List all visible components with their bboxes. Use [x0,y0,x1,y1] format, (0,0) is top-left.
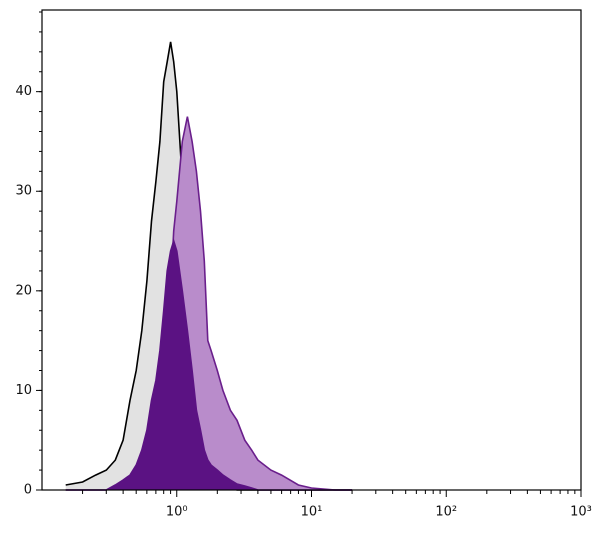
histogram-area [65,116,353,490]
y-tick-label: 40 [15,84,32,99]
x-tick-label: 10² [435,505,457,520]
x-tick-label: 10¹ [301,505,323,520]
y-tick-label: 20 [15,283,32,298]
y-tick-label: 30 [15,184,32,199]
histogram-area [65,41,353,491]
x-tick-label: 10³ [570,505,592,520]
histogram-line [65,238,353,491]
y-tick-label: 10 [15,383,32,398]
x-tick-label: 10⁰ [166,505,188,520]
plot-frame [41,9,582,491]
y-tick-label: 0 [24,483,32,498]
